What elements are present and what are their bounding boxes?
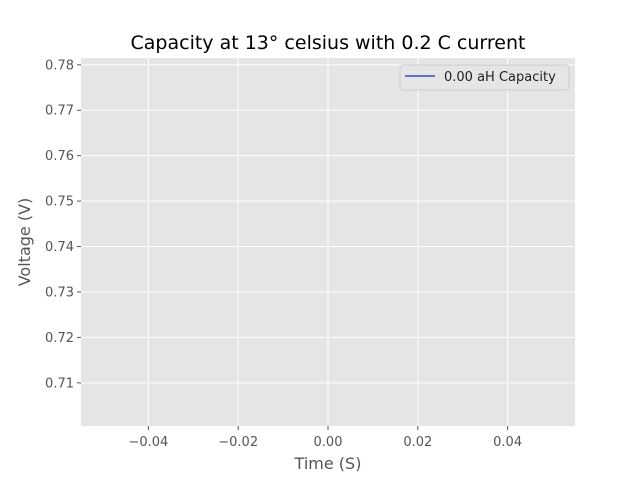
legend-box xyxy=(399,64,570,91)
y-tick-labels: 0.71 0.72 0.73 0.74 0.75 0.76 0.77 0.78 xyxy=(45,58,81,391)
y-tick-label: 0.73 xyxy=(45,285,74,300)
chart-title: Capacity at 13° celsius with 0.2 C curre… xyxy=(131,32,526,54)
x-tick-label: 0.04 xyxy=(493,435,522,450)
y-tick-label: 0.71 xyxy=(45,376,74,391)
y-gridlines xyxy=(81,64,575,384)
y-axis-label: Voltage (V) xyxy=(15,198,34,287)
y-tick-label: 0.74 xyxy=(45,240,74,255)
legend: 0.00 aH Capacity xyxy=(399,64,570,91)
y-tick-label: 0.72 xyxy=(45,331,74,346)
x-tick-label: −0.02 xyxy=(218,435,258,450)
y-tick-label: 0.75 xyxy=(45,195,74,210)
y-tick-label: 0.76 xyxy=(45,149,74,164)
x-axis-label: Time (S) xyxy=(294,454,362,473)
y-tick-label: 0.77 xyxy=(45,104,74,119)
x-tick-label: 0.00 xyxy=(314,435,343,450)
x-tick-labels: −0.04 −0.02 0.00 0.02 0.04 xyxy=(128,426,522,450)
x-tick-label: 0.02 xyxy=(403,435,432,450)
y-tick-label: 0.78 xyxy=(45,58,74,73)
legend-label: 0.00 aH Capacity xyxy=(444,70,556,85)
x-tick-label: −0.04 xyxy=(128,435,168,450)
x-gridlines xyxy=(147,58,509,426)
